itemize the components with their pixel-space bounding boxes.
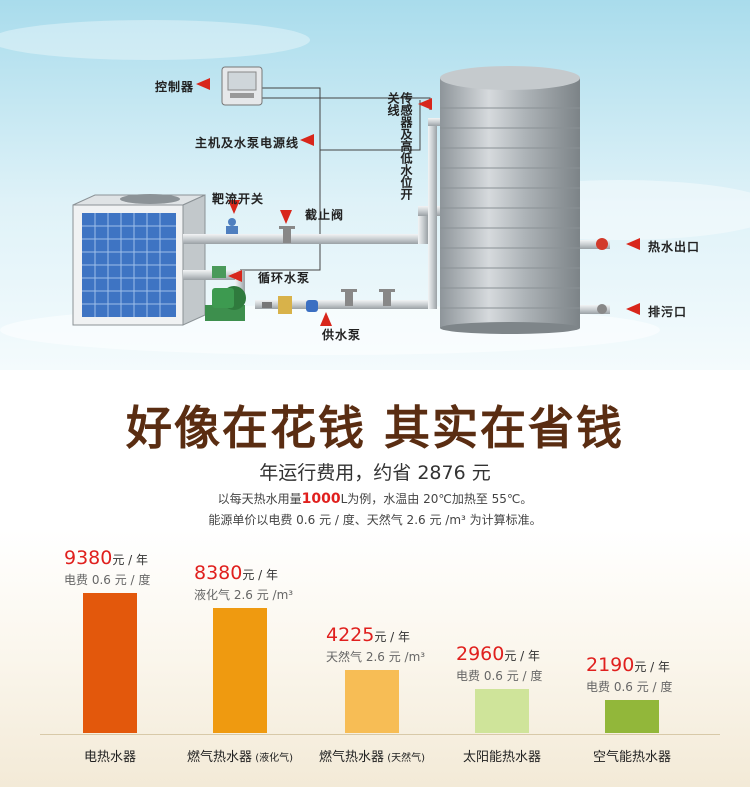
category-label-2: 燃气热水器 (液化气) xyxy=(175,746,305,765)
category-name: 电热水器 xyxy=(83,750,136,765)
category-label-1: 电热水器 xyxy=(45,746,175,765)
supply-pump-label: 供水泵 xyxy=(322,328,362,342)
bar-4 xyxy=(475,689,529,733)
category-name: 空气能热水器 xyxy=(592,750,671,765)
category-name: 太阳能热水器 xyxy=(462,750,541,765)
bar-2 xyxy=(213,608,267,733)
target-switch-label: 靶流开关 xyxy=(212,192,265,206)
diagram-illustration xyxy=(0,0,750,370)
water-tank xyxy=(440,66,580,334)
bar-value-label-1: 9380元 / 年 xyxy=(64,547,148,569)
bar-sublabel-2: 液化气 2.6 元 /m³ xyxy=(194,588,294,602)
bar-value-unit: 元 / 年 xyxy=(504,649,541,663)
bar-sublabel-5: 电费 0.6 元 / 度 xyxy=(586,680,673,694)
bar-sublabel-4: 电费 0.6 元 / 度 xyxy=(456,669,543,683)
bar-value-unit: 元 / 年 xyxy=(242,568,279,582)
power-line-label: 主机及水泵电源线 xyxy=(195,136,300,150)
bar-value-unit: 元 / 年 xyxy=(374,630,411,644)
controller-device xyxy=(221,66,263,106)
hot-water-outlet-label: 热水出口 xyxy=(648,240,701,254)
stop-valve-label: 截止阀 xyxy=(305,208,345,222)
bar-value-unit: 元 / 年 xyxy=(634,660,671,674)
bar-value-label-5: 2190元 / 年 xyxy=(586,654,670,676)
bar-value-number: 9380 xyxy=(64,547,113,569)
note-suffix: L为例，水温由 20℃加热至 55℃。 xyxy=(340,492,533,506)
category-name: 燃气热水器 xyxy=(187,750,253,765)
category-name: 燃气热水器 xyxy=(319,750,385,765)
bar-value-number: 2960 xyxy=(456,643,505,665)
note-highlight-volume: 1000 xyxy=(301,491,341,507)
calculation-note-line1: 以每天热水用量1000L为例，水温由 20℃加热至 55℃。 xyxy=(0,490,750,507)
controller-label: 控制器 xyxy=(155,80,195,94)
bar-sublabel-3: 天然气 2.6 元 /m³ xyxy=(326,650,426,664)
calculation-note-line2: 能源单价以电费 0.6 元 / 度、天然气 2.6 元 /m³ 为计算标准。 xyxy=(208,513,542,527)
bar-1 xyxy=(83,593,137,733)
bar-value-number: 8380 xyxy=(194,562,243,584)
slogan-heading: 好像在花钱 其实在省钱 xyxy=(125,401,624,455)
annual-saving-subtitle: 年运行费用，约省 2876 元 xyxy=(259,462,491,484)
bar-value-label-4: 2960元 / 年 xyxy=(456,643,540,665)
heat-pump-unit xyxy=(72,194,206,326)
category-label-5: 空气能热水器 xyxy=(567,746,697,765)
bar-value-unit: 元 / 年 xyxy=(112,553,149,567)
bar-5 xyxy=(605,700,659,733)
drain-outlet-label: 排污口 xyxy=(648,305,688,319)
sensor-level-switch-label: 传感器及高低水位开关线 xyxy=(386,92,413,200)
circulation-pump-label: 循环水泵 xyxy=(258,271,311,285)
bar-value-label-3: 4225元 / 年 xyxy=(326,624,410,646)
bar-3 xyxy=(345,670,399,733)
bar-value-number: 2190 xyxy=(586,654,635,676)
category-label-4: 太阳能热水器 xyxy=(437,746,567,765)
category-note: (天然气) xyxy=(384,753,425,764)
circulation-pump xyxy=(205,286,246,321)
bar-sublabel-1: 电费 0.6 元 / 度 xyxy=(64,573,151,587)
chart-baseline xyxy=(40,734,720,735)
category-label-3: 燃气热水器 (天然气) xyxy=(307,746,437,765)
category-note: (液化气) xyxy=(252,753,293,764)
bar-value-number: 4225 xyxy=(326,624,375,646)
bar-value-label-2: 8380元 / 年 xyxy=(194,562,278,584)
system-diagram: 控制器 主机及水泵电源线 靶流开关 截止阀 循环水泵 供水泵 传感器及高低水位开… xyxy=(0,0,750,370)
note-prefix: 以每天热水用量 xyxy=(217,492,302,506)
